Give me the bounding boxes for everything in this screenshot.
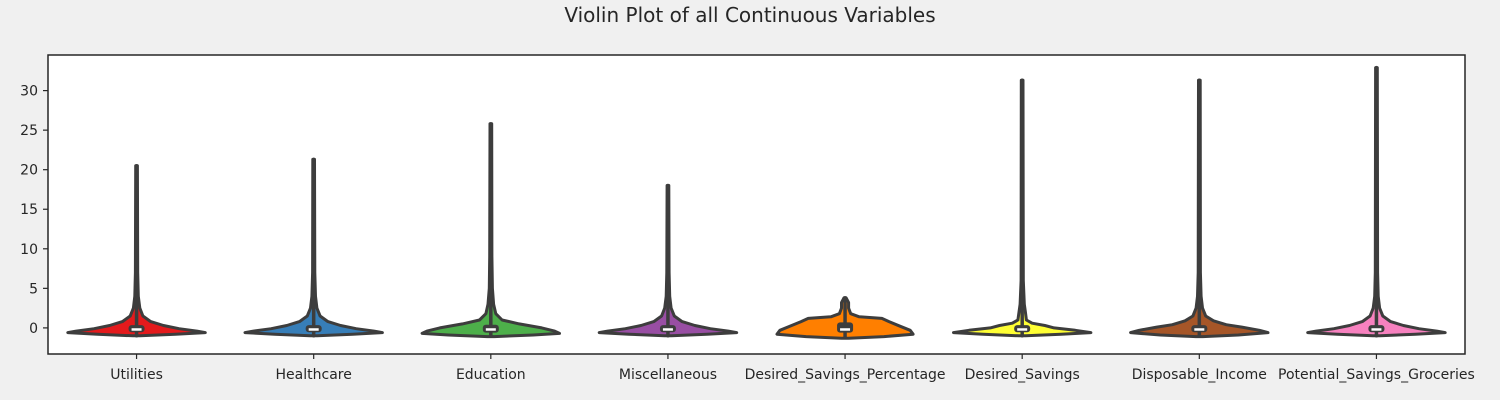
y-tick-label: 5 xyxy=(29,281,38,297)
x-tick-label: Desired_Savings_Percentage xyxy=(745,367,946,383)
x-tick-label: Education xyxy=(456,367,526,383)
x-axis: Utilities Healthcare Education Miscellaneou… xyxy=(110,354,1475,383)
y-tick-label: 30 xyxy=(20,84,38,100)
plot-area xyxy=(48,55,1465,354)
x-tick-label: Healthcare xyxy=(276,367,352,383)
y-tick-label: 10 xyxy=(20,242,38,258)
x-tick-label: Disposable_Income xyxy=(1132,367,1267,383)
x-tick-label: Potential_Savings_Groceries xyxy=(1278,367,1475,383)
violins-group xyxy=(66,65,1447,340)
violin-iqr-box xyxy=(837,322,854,333)
x-tick-label: Miscellaneous xyxy=(619,367,717,383)
x-tick-label: Desired_Savings xyxy=(965,367,1080,383)
y-tick-label: 25 xyxy=(20,123,38,139)
y-tick-label: 0 xyxy=(29,321,38,337)
plot-frame xyxy=(47,54,1466,355)
chart-title: Violin Plot of all Continuous Variables xyxy=(564,3,935,27)
x-tick-label: Utilities xyxy=(110,367,163,383)
y-tick-label: 15 xyxy=(20,202,38,218)
y-tick-label: 20 xyxy=(20,163,38,179)
y-axis: 0 5 10 15 20 25 30 xyxy=(20,84,48,337)
